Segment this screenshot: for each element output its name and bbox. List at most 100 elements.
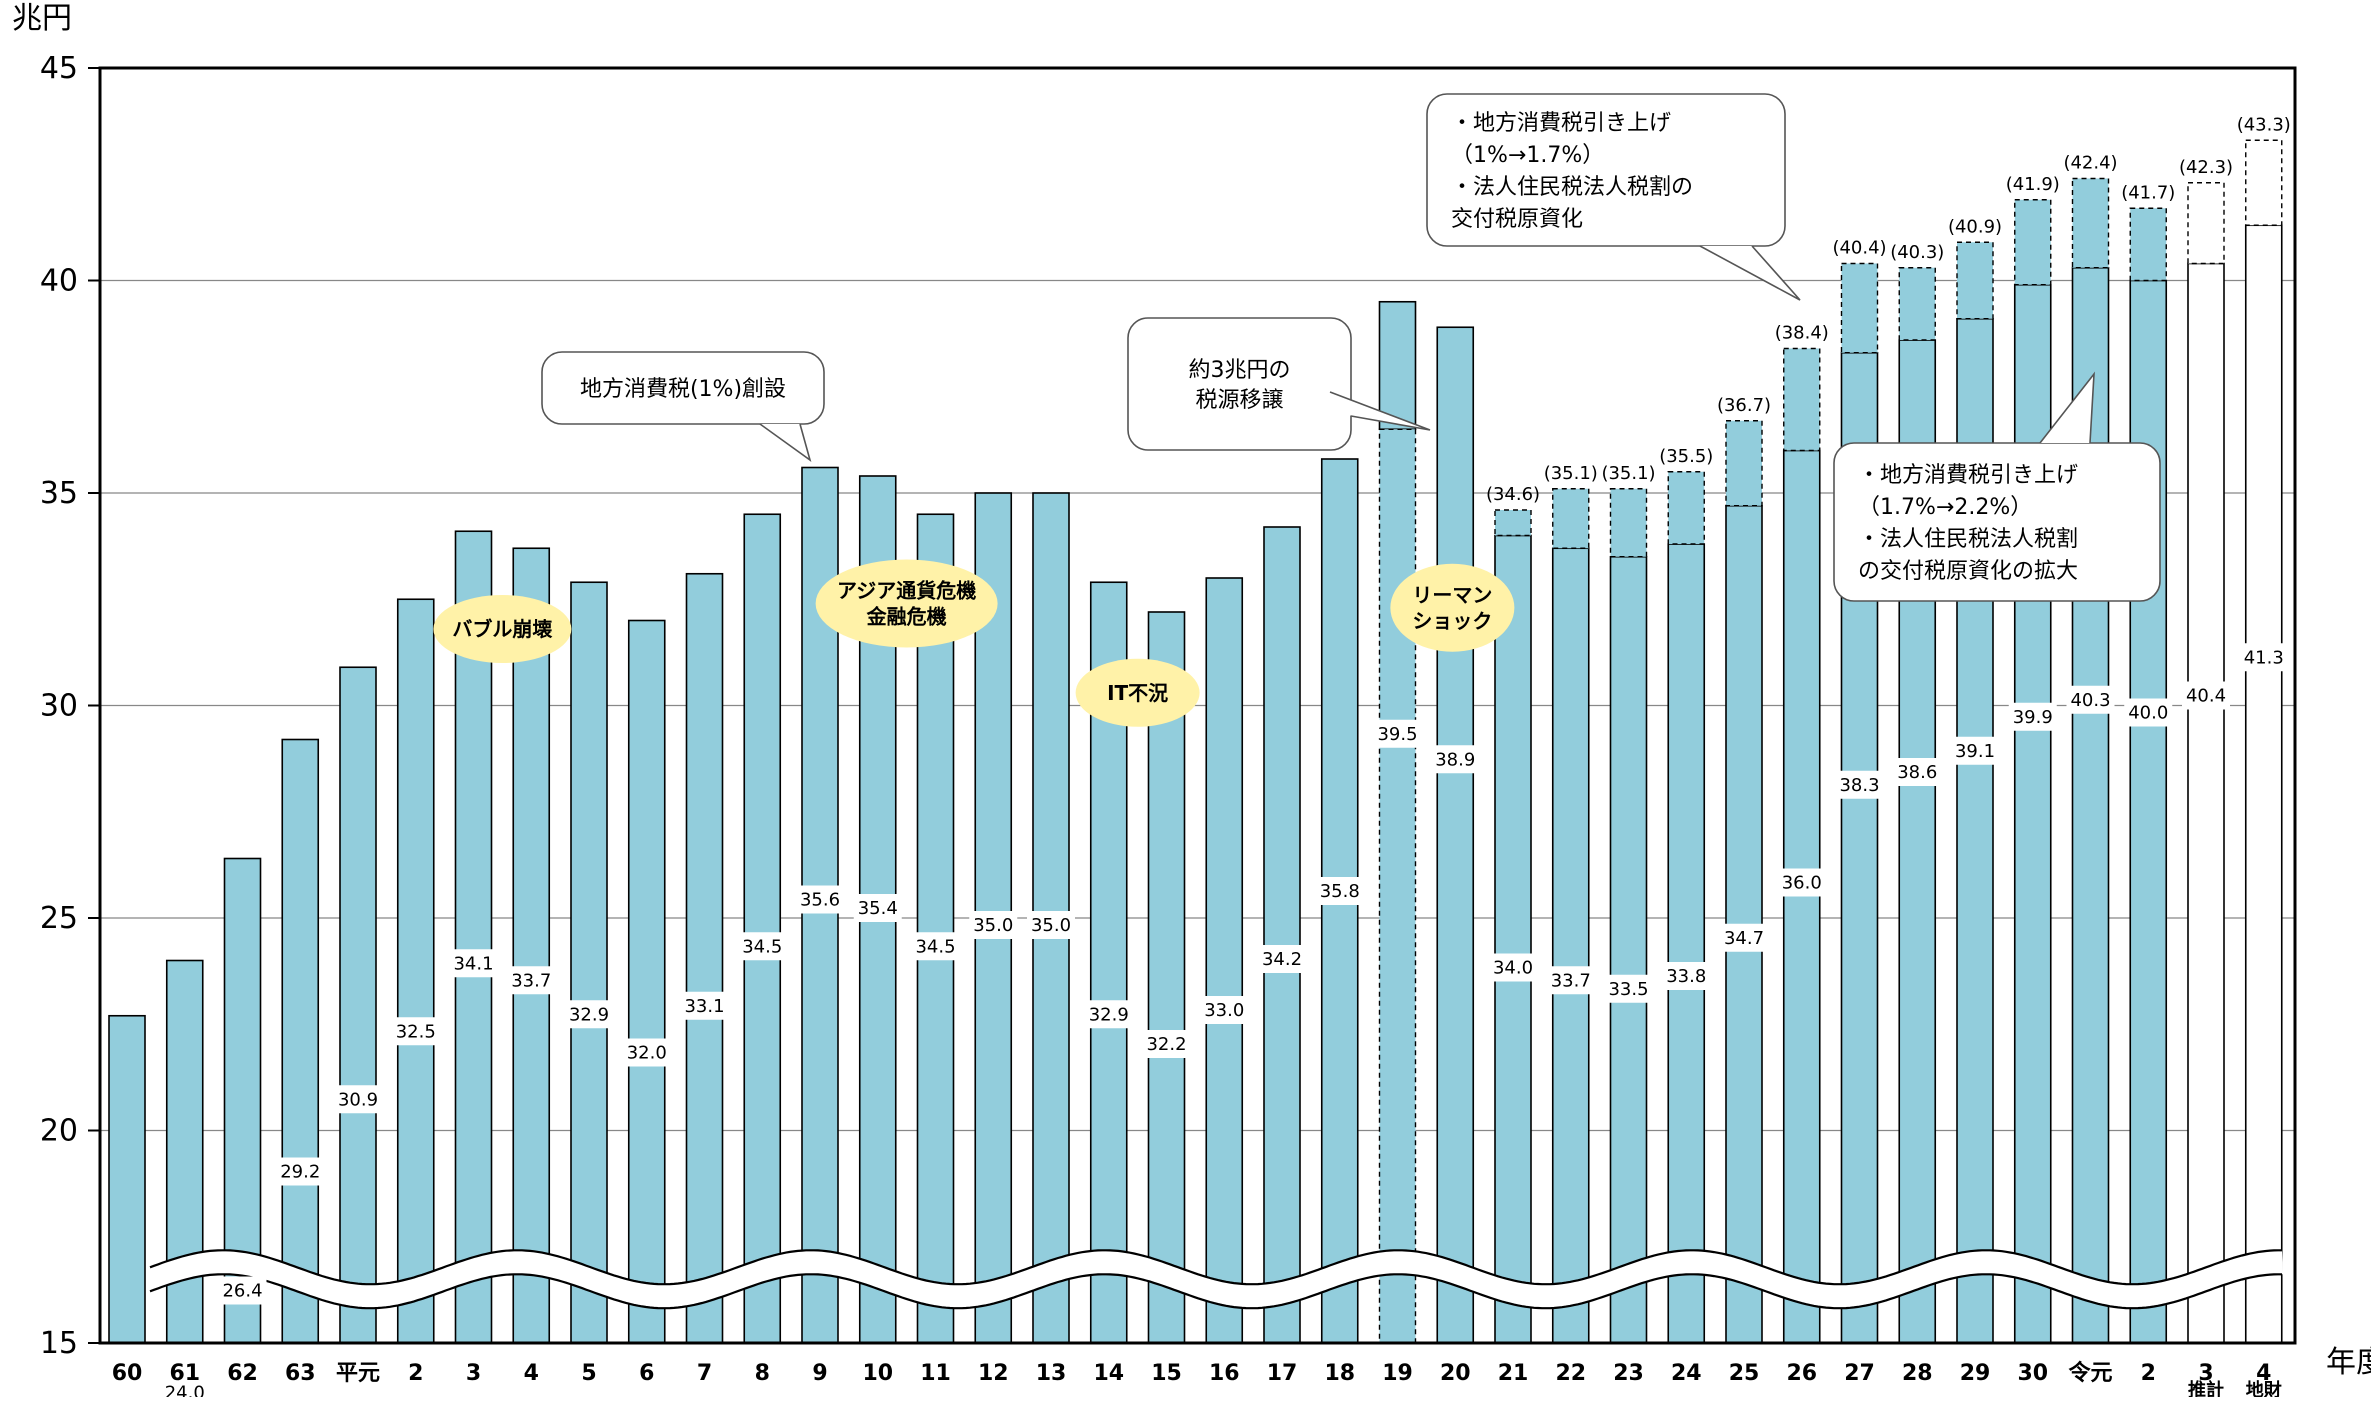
bar-total-label: (34.6) — [1486, 484, 1540, 505]
bar — [685, 572, 724, 1344]
x-tick-label: 28 — [1902, 1361, 1933, 1386]
bar-total-segment — [1898, 267, 1936, 341]
x-tick-label: 8 — [755, 1361, 770, 1386]
callout-text: ・法人住民税法人税割の — [1451, 175, 1693, 200]
bar-value-label: 38.3 — [1839, 775, 1879, 796]
bar-value-label: 33.8 — [1666, 966, 1706, 987]
event-label: IT不況 — [1107, 681, 1168, 705]
bar-total-label: (40.3) — [1890, 242, 1944, 263]
x-tick-label: 30 — [2017, 1361, 2048, 1386]
bar-value-label-bg — [2182, 681, 2230, 710]
bar-value-label: 35.8 — [1320, 881, 1360, 902]
bar-value-label: 34.5 — [742, 936, 782, 957]
bar-value-label-bg — [334, 1085, 382, 1114]
x-tick-label: 20 — [1440, 1361, 1471, 1386]
bar-value-label-bg — [391, 1017, 440, 1046]
bar-total-label: (38.4) — [1775, 323, 1829, 344]
bar-value-label-bg — [160, 1378, 209, 1401]
bar-value-label: 33.5 — [1608, 979, 1648, 1000]
x-tick-label: 29 — [1960, 1361, 1991, 1386]
bar-value-label-bg — [738, 932, 787, 961]
x-axis-label: 年度 — [2326, 1345, 2371, 1380]
x-tick-label: 23 — [1613, 1361, 1644, 1386]
bar — [1609, 555, 1648, 1344]
bar-total-segment — [2245, 139, 2283, 226]
bar-value-label-bg — [969, 911, 1018, 939]
bar-total-segment — [2129, 207, 2167, 282]
bar-value-label-bg — [1546, 966, 1595, 995]
bar-value-label: 32.9 — [569, 1004, 609, 1025]
bar-total-label: (42.4) — [2063, 153, 2117, 174]
x-tick-label: 60 — [112, 1361, 143, 1386]
bar — [1782, 449, 1821, 1344]
event-label: バブル崩壊 — [452, 617, 553, 641]
bar-value-label: 32.0 — [627, 1043, 667, 1064]
callout-text: の交付税原資化の拡大 — [1858, 559, 2078, 584]
y-tick-label: 20 — [40, 1114, 78, 1149]
bar-value-label-bg — [565, 1000, 613, 1029]
x-tick-label: 13 — [1036, 1361, 1067, 1386]
bar-value-label-bg — [911, 932, 960, 961]
bar-value-label-bg — [1027, 911, 1075, 939]
event-marker — [1075, 658, 1200, 727]
y-tick-label: 30 — [40, 689, 78, 724]
bar — [2129, 279, 2168, 1344]
bar-total-segment — [1840, 262, 1879, 354]
x-tick-label: 63 — [285, 1361, 316, 1386]
x-tick-label: 14 — [1093, 1361, 1124, 1386]
bar-value-label-bg — [1200, 996, 1249, 1024]
plot-frame — [98, 66, 2297, 1345]
x-tick-sublabel: 推計 — [2188, 1379, 2224, 1397]
x-tick-label: 令元 — [2068, 1360, 2112, 1386]
bar-value-label: 24.0 — [165, 1383, 205, 1398]
bar-value-label: 33.7 — [1551, 970, 1591, 991]
bar-value-label-bg — [1951, 736, 1999, 765]
callout-box — [541, 351, 825, 425]
labels-layer: 15202530354045兆円年度22.76024.06126.46229.2… — [12, 1, 2371, 1401]
bar-value-label-bg — [1835, 770, 1884, 799]
bar-value-label: 33.0 — [1204, 1000, 1244, 1021]
callout: 地方消費税(1%)創設 — [541, 351, 825, 462]
bar-total-segment — [1725, 420, 1763, 507]
callout-text: （1%→1.7%） — [1451, 143, 1604, 168]
y-tick-label: 45 — [40, 51, 78, 86]
bar-total-label: (40.4) — [1832, 238, 1886, 259]
bar-value-label: 34.5 — [915, 936, 955, 957]
bar-value-label-bg — [2124, 698, 2173, 727]
callout-text: ・法人住民税法人税割 — [1858, 527, 2078, 552]
bar-value-label: 38.6 — [1897, 762, 1937, 783]
callouts-layer: 地方消費税(1%)創設約3兆円の税源移譲・地方消費税引き上げ（1%→1.7%）・… — [541, 93, 2161, 602]
bar-value-label-bg — [1893, 758, 1942, 786]
x-tick-label: 25 — [1729, 1361, 1760, 1386]
bar-value-label-bg — [796, 885, 844, 914]
bar-value-label-bg — [1431, 745, 1480, 774]
bar-total-segment — [1552, 488, 1590, 549]
event-marker — [815, 559, 998, 648]
x-tick-label: 6 — [639, 1361, 654, 1386]
callout-text: ・地方消費税引き上げ — [1858, 463, 2078, 488]
axis-break-layer — [149, 1249, 2283, 1310]
callout-box — [1833, 442, 2161, 602]
axis-break-line — [149, 1249, 2282, 1286]
bar-value-label: 39.5 — [1377, 724, 1417, 745]
bar — [1551, 547, 1590, 1344]
bar-value-label-bg — [218, 1276, 267, 1305]
bar-value-label-bg — [622, 1038, 671, 1067]
x-tick-label: 4 — [2256, 1361, 2271, 1386]
bar-value-label: 40.0 — [2128, 703, 2168, 724]
callout-pointer — [1329, 391, 1431, 431]
callout-pointer — [2039, 371, 2095, 444]
bar — [916, 513, 955, 1344]
bar-value-label-bg — [1142, 1030, 1191, 1058]
bar-value-label: 33.7 — [511, 970, 551, 991]
frame-layer — [88, 66, 2297, 1345]
bar-value-label: 29.2 — [280, 1162, 320, 1183]
x-tick-label: 7 — [697, 1361, 712, 1386]
bar — [743, 513, 782, 1344]
x-tick-label: 22 — [1555, 1361, 1586, 1386]
bar-total-label: (35.1) — [1601, 463, 1655, 484]
bar-value-label: 38.9 — [1435, 749, 1475, 770]
